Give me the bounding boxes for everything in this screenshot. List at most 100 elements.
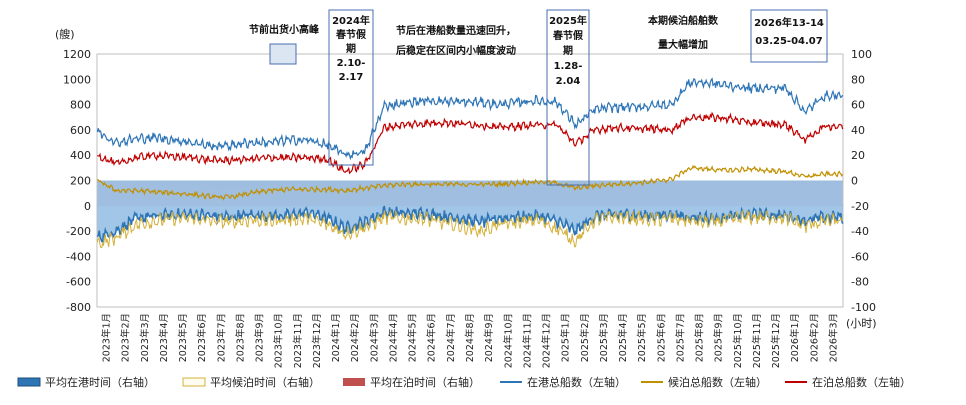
right-tick-label: 20: [851, 149, 865, 162]
series-berth-vessels: [97, 111, 844, 175]
left-tick-label: 1200: [63, 48, 91, 61]
legend: 平均在港时间（右轴） 平均候泊时间（右轴） 平均在泊时间（右轴） 在港总船数（左轴） 候…: [17, 375, 911, 389]
left-tick-label: 0: [84, 200, 91, 213]
legend-label: 在泊总船数（左轴）: [812, 375, 911, 389]
right-tick-label: 40: [851, 124, 865, 137]
right-axis: -100 -80 -60 -40 -20 0 20 40 60 80 100 (小时): [846, 48, 877, 330]
right-tick-label: -40: [851, 225, 869, 238]
x-tick-label: 2024年3月: [368, 313, 380, 362]
avg-port-time-area: [97, 180, 843, 242]
x-tick-label: 2023年9月: [254, 313, 266, 362]
x-tick-label: 2023年10月: [273, 313, 285, 368]
annotation-text-a2: 2.10-: [337, 58, 366, 69]
series-wait-vessels-line: [97, 164, 844, 201]
x-tick-label: 2023年6月: [196, 313, 208, 362]
left-tick-label: 400: [70, 149, 91, 162]
annotation-text-a2: 2024年: [332, 14, 370, 27]
annotation-text-a4: 2025年: [549, 14, 587, 27]
right-tick-label: -100: [851, 301, 876, 314]
series-total-vessels: [96, 77, 844, 161]
x-tick-label: 2026年2月: [808, 313, 820, 362]
right-tick-label: 100: [851, 48, 872, 61]
annotation-text-a4: 2.04: [556, 76, 581, 87]
left-tick-label: 800: [70, 99, 91, 112]
x-tick-label: 2025年1月: [560, 313, 572, 362]
annotation-text-a4: 期: [563, 44, 573, 57]
annotation-text-a3: 后稳定在区间内小幅度波动: [396, 44, 516, 57]
x-tick-label: 2024年4月: [388, 313, 400, 362]
annotation-text-a4: 春节假: [553, 29, 584, 42]
avg-wait-time-line: [96, 209, 843, 249]
x-tick-label: 2025年5月: [636, 313, 648, 362]
x-tick-label: 2025年4月: [617, 313, 629, 362]
left-tick-label: 600: [70, 124, 91, 137]
x-tick-label: 2024年9月: [483, 313, 495, 362]
x-tick-label: 2024年11月: [521, 313, 533, 368]
annotation-text-a6: 03.25-04.07: [755, 36, 822, 47]
right-tick-label: 80: [851, 73, 865, 86]
right-tick-label: -80: [851, 276, 869, 289]
annotation-box-a6: [750, 9, 828, 63]
x-tick-label: 2023年8月: [235, 313, 247, 362]
annotation-text-a4: 1.28-: [554, 61, 583, 72]
left-tick-label: 200: [70, 175, 91, 188]
legend-swatch: [17, 377, 41, 387]
left-axis: -800 -600 -400 -200 0 200 400 600 800 1000 1200 (艘): [55, 27, 91, 314]
x-axis: 2023年1月 2023年2月 2023年3月 2023年4月 2023年5月 2023年…: [101, 313, 840, 368]
left-tick-label: -600: [66, 276, 91, 289]
x-tick-label: 2025年3月: [598, 313, 610, 362]
left-tick-label: -800: [66, 301, 91, 314]
annotation-text-a2: 春节假: [336, 28, 367, 41]
series-avg-wait-time: [96, 209, 843, 249]
x-tick-label: 2023年5月: [177, 313, 189, 362]
left-tick-label: -400: [66, 250, 91, 263]
annotation-text-a3: 节后在港船数量迅速回升，: [396, 24, 516, 37]
left-tick-label: -200: [66, 225, 91, 238]
annotation-text-a5: 量大幅增加: [658, 38, 708, 51]
x-tick-label: 2026年1月: [789, 313, 801, 362]
series-wait-vessels: [97, 164, 844, 201]
annotation-box-a4: [546, 9, 590, 186]
x-tick-label: 2024年8月: [464, 313, 476, 362]
right-tick-label: 60: [851, 99, 865, 112]
x-tick-label: 2024年2月: [349, 313, 361, 362]
x-tick-label: 2025年6月: [655, 313, 667, 362]
right-axis-unit: (小时): [846, 317, 877, 330]
annotation-text-a1: 节前出货小高峰: [249, 23, 320, 36]
legend-swatch: [182, 377, 206, 387]
x-tick-label: 2025年2月: [579, 313, 591, 362]
series-berth-vessels-line: [97, 111, 844, 175]
x-tick-label: 2023年12月: [311, 313, 323, 368]
right-tick-label: -60: [851, 250, 869, 263]
annotation-text-a6: 2026年13-14: [754, 16, 824, 29]
x-tick-label: 2023年1月: [101, 313, 113, 362]
x-tick-label: 2023年3月: [139, 313, 151, 362]
left-axis-unit: (艘): [55, 27, 75, 41]
legend-label: 平均候泊时间（右轴）: [210, 375, 320, 389]
plot-area-border: [96, 53, 844, 308]
x-tick-label: 2025年11月: [751, 313, 763, 368]
left-tick-label: 1000: [63, 73, 91, 86]
x-tick-label: 2025年7月: [674, 313, 686, 362]
right-tick-label: -20: [851, 200, 869, 213]
legend-label: 平均在港时间（右轴）: [45, 375, 155, 389]
legend-swatch: [343, 378, 365, 386]
x-tick-label: 2025年10月: [732, 313, 744, 368]
x-tick-label: 2024年1月: [330, 313, 342, 362]
annotation-text-a2: 2.17: [339, 72, 364, 83]
x-tick-label: 2025年8月: [694, 313, 706, 362]
x-tick-label: 2024年10月: [502, 313, 514, 368]
annotation-box-a2: [328, 9, 374, 166]
series-total-vessels-line: [96, 77, 844, 161]
annotation-text-a2: 期: [346, 42, 356, 55]
annotation-marker-a1: [269, 43, 297, 65]
x-tick-label: 2024年12月: [541, 313, 553, 368]
x-tick-label: 2023年11月: [292, 313, 304, 368]
x-tick-label: 2023年2月: [120, 313, 132, 362]
series-avg-port-time: [96, 180, 844, 243]
x-tick-label: 2024年7月: [445, 313, 457, 362]
x-tick-label: 2024年6月: [426, 313, 438, 362]
